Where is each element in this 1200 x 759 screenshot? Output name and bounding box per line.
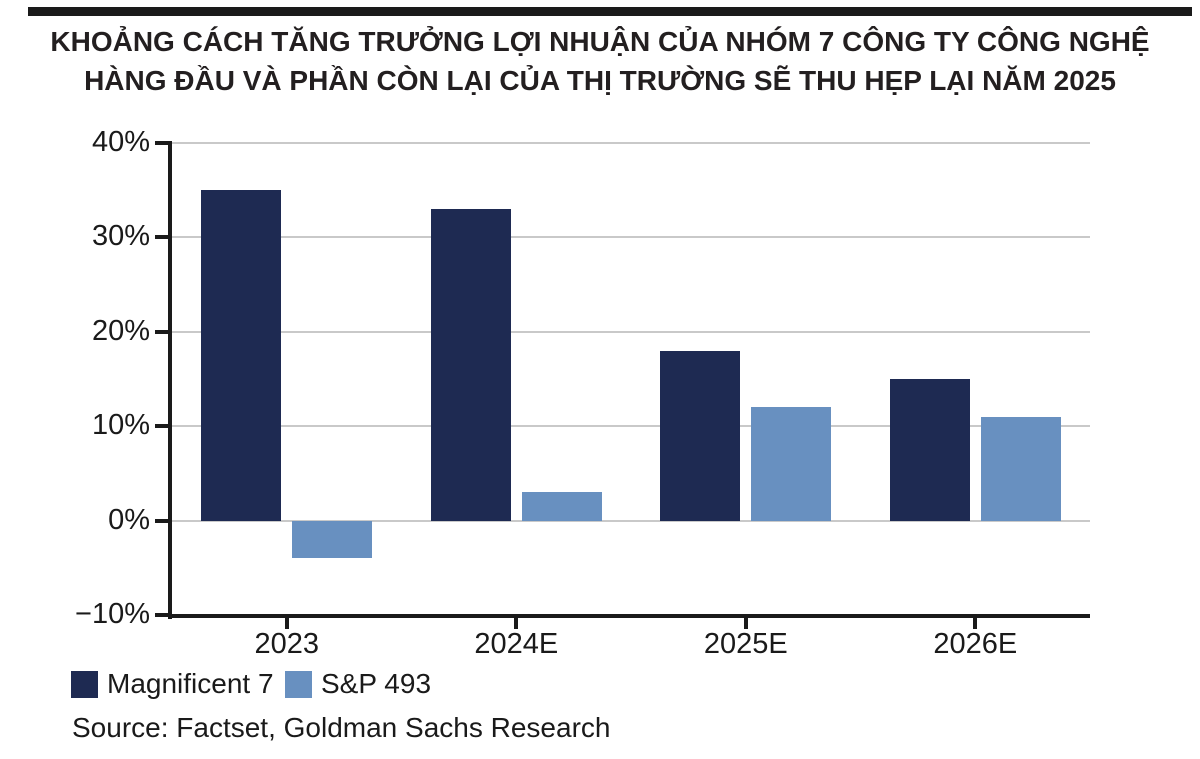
y-axis-tick-30 [155, 235, 168, 240]
x-axis [168, 614, 1090, 618]
gridline-0 [172, 519, 1090, 522]
gridline-30 [172, 236, 1090, 239]
bar-magnificent-7-2026e [889, 379, 970, 521]
legend-label-sp-493: S&P 493 [321, 668, 432, 699]
y-axis-label-20: 20% [91, 314, 150, 347]
chart-title-line2: HÀNG ĐẦU VÀ PHẦN CÒN LẠI CỦA THỊ TRƯỜNG … [84, 65, 1116, 96]
chart-title-line1: KHOẢNG CÁCH TĂNG TRƯỞNG LỢI NHUẬN CỦA NH… [50, 26, 1150, 57]
bar-s-p-493-2023 [292, 520, 373, 559]
bar-magnificent-7-2023 [201, 190, 282, 521]
source-attribution: Source: Factset, Goldman Sachs Research [72, 712, 611, 743]
y-axis-tick-40 [155, 141, 168, 145]
y-axis-tick-10 [155, 424, 168, 429]
legend-label-magnificent-7: Magnificent 7 [107, 668, 274, 699]
x-axis-tick-2023 [284, 618, 289, 629]
y-axis-label-0: 0% [108, 503, 150, 536]
y-axis-tick--10 [155, 613, 168, 617]
y-axis-label-10: 10% [91, 409, 150, 442]
x-axis-label-2023: 2023 [254, 628, 319, 660]
bar-s-p-493-2025e [751, 407, 832, 521]
y-axis-label--10: −10% [75, 598, 150, 630]
x-axis-tick-2024e [514, 618, 519, 629]
y-axis [168, 141, 172, 619]
bar-magnificent-7-2025e [660, 350, 741, 521]
gridline-20 [172, 330, 1090, 333]
top-rule [28, 7, 1192, 16]
y-axis-tick-0 [155, 518, 168, 523]
legend-swatch-sp-493 [285, 670, 312, 698]
y-axis-tick-20 [155, 329, 168, 334]
x-axis-tick-2025e [743, 618, 748, 629]
y-axis-label-30: 30% [91, 220, 150, 253]
x-axis-label-2025e: 2025E [703, 628, 788, 660]
legend-item-magnificent-7: Magnificent 7 [71, 668, 274, 700]
y-axis-label-40: 40% [91, 126, 150, 158]
bar-magnificent-7-2024e [430, 209, 511, 521]
x-axis-tick-2026e [973, 618, 978, 629]
legend-item-sp-493: S&P 493 [285, 668, 431, 700]
bar-s-p-493-2024e [521, 492, 602, 521]
bar-s-p-493-2026e [980, 416, 1061, 521]
gridline-10 [172, 425, 1090, 428]
x-axis-label-2024e: 2024E [474, 628, 559, 660]
chart-title: KHOẢNG CÁCH TĂNG TRƯỞNG LỢI NHUẬN CỦA NH… [30, 22, 1170, 100]
x-axis-label-2026e: 2026E [933, 628, 1018, 660]
legend-swatch-magnificent-7 [71, 670, 98, 698]
gridline-40 [172, 142, 1090, 144]
